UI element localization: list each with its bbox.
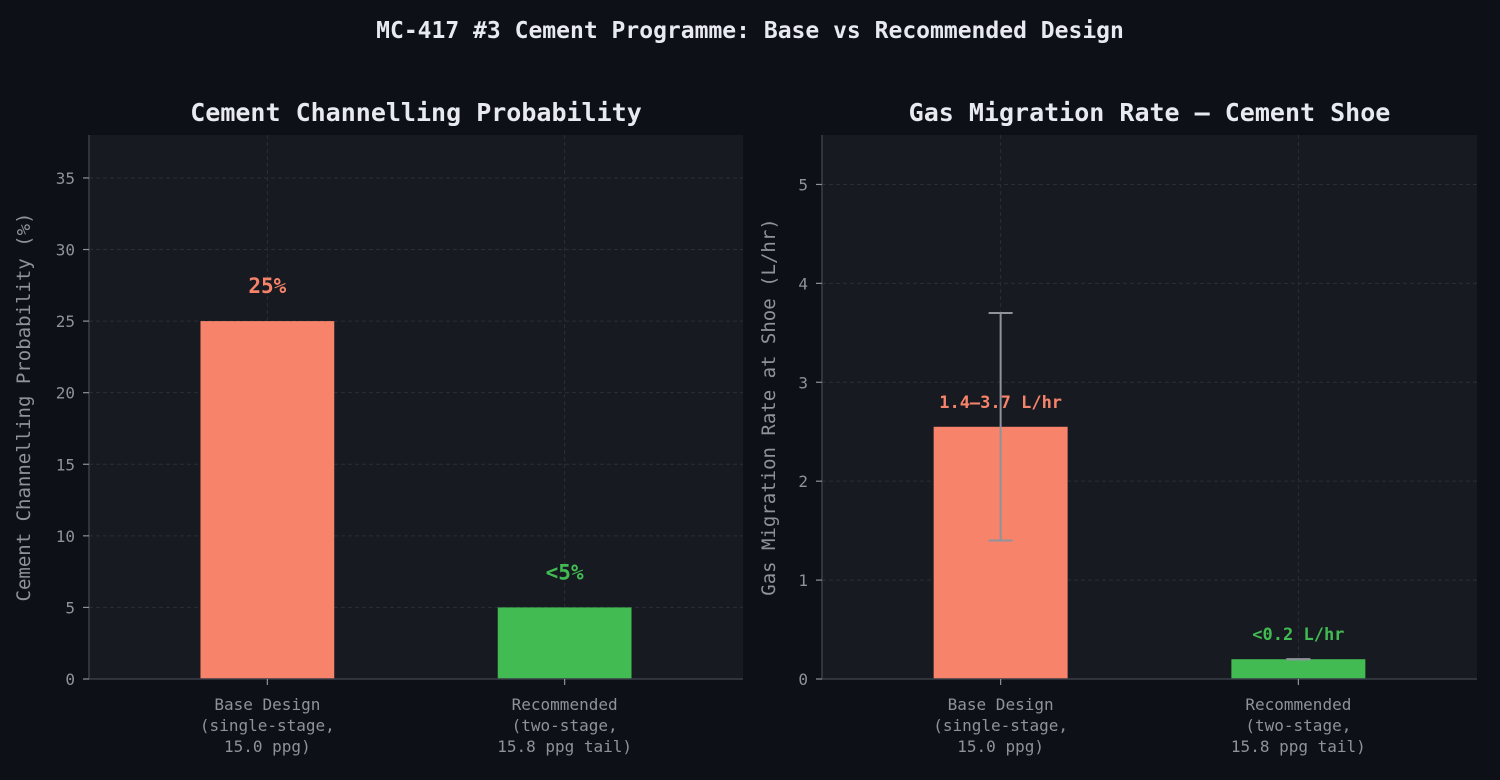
data-label: 25%: [248, 274, 286, 298]
x-tick-label: Base Design (single-stage, 15.0 ppg): [933, 695, 1068, 756]
axes-background: [822, 135, 1477, 679]
x-tick-label-line: Base Design: [214, 695, 320, 714]
bar-base-design: [200, 321, 335, 679]
panel-title: Cement Channelling Probability: [190, 98, 642, 127]
y-tick-label: 5: [798, 175, 808, 194]
x-tick-label-line: (two-stage,: [512, 716, 618, 735]
y-tick-label: 35: [56, 169, 75, 188]
chart-panel-2: 1.4–3.7 L/hr <0.2 L/hr 0 1 2 3 4 5 Base Design (s…: [758, 98, 1477, 756]
x-tick-label-line: Base Design: [948, 695, 1054, 714]
bar-recommended: [497, 607, 632, 679]
data-label: <0.2 L/hr: [1252, 625, 1344, 645]
figure-title: MC-417 #3 Cement Programme: Base vs Reco…: [376, 18, 1124, 44]
y-tick-label: 3: [798, 373, 808, 392]
x-tick-label-line: 15.0 ppg): [957, 737, 1044, 756]
y-tick-label: 4: [798, 274, 808, 293]
x-tick-label-line: 15.0 ppg): [224, 737, 311, 756]
x-tick-label: Recommended (two-stage, 15.8 ppg tail): [497, 695, 632, 756]
chart-panel-1: 25% <5% 0 5 10 15 20 25 30 35 Base Design (single-s…: [13, 98, 743, 756]
x-tick-label-line: (two-stage,: [1245, 716, 1351, 735]
x-tick-label: Base Design (single-stage, 15.0 ppg): [200, 695, 335, 756]
y-tick-label: 30: [56, 241, 75, 260]
y-tick-label: 0: [65, 670, 75, 689]
data-label: <5%: [546, 560, 584, 584]
x-tick-label-line: (single-stage,: [933, 716, 1068, 735]
y-axis-label: Gas Migration Rate at Shoe (L/hr): [758, 218, 780, 596]
x-tick-label-line: 15.8 ppg tail): [497, 737, 632, 756]
y-tick-label: 10: [56, 527, 75, 546]
x-tick-label: Recommended (two-stage, 15.8 ppg tail): [1231, 695, 1366, 756]
panel-title: Gas Migration Rate — Cement Shoe: [909, 98, 1391, 127]
y-tick-label: 15: [56, 455, 75, 474]
x-tick-label-line: (single-stage,: [200, 716, 335, 735]
y-tick-label: 25: [56, 312, 75, 331]
x-tick-label-line: Recommended: [1245, 695, 1351, 714]
y-tick-label: 1: [798, 571, 808, 590]
y-tick-label: 0: [798, 670, 808, 689]
data-label: 1.4–3.7 L/hr: [939, 393, 1062, 413]
axes-background: [89, 135, 743, 679]
y-tick-label: 5: [65, 598, 75, 617]
y-axis-label: Cement Channelling Probability (%): [13, 213, 35, 602]
y-tick-label: 20: [56, 384, 75, 403]
y-tick-label: 2: [798, 472, 808, 491]
bar-recommended: [1231, 659, 1366, 679]
x-tick-label-line: Recommended: [512, 695, 618, 714]
x-tick-label-line: 15.8 ppg tail): [1231, 737, 1366, 756]
